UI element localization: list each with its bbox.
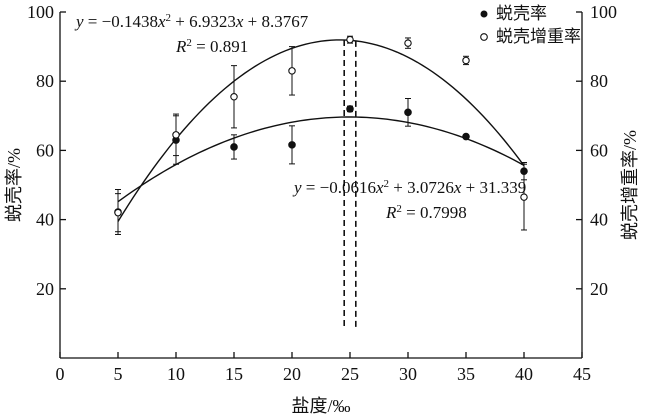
x-tick-label-1: 5 <box>114 364 123 384</box>
fit-equation-1-part-4: + 3.0726 <box>389 178 454 197</box>
fit-equation-0-part-2: x <box>157 12 166 31</box>
point-1-2 <box>230 93 238 101</box>
x-tick-label-6: 30 <box>399 364 417 384</box>
point-0-3 <box>288 141 296 149</box>
point-1-3 <box>288 67 296 75</box>
fit-r2-0-part-0: R <box>175 37 187 56</box>
tick-labels: 0 5 10 15 20 25 30 35 40 45 20 40 60 80 100 20 40 60 80 100 <box>27 2 617 384</box>
fit-r2-0-part-2: = 0.891 <box>192 37 248 56</box>
point-0-4 <box>346 105 354 113</box>
fit-equation-0-part-0: y <box>74 12 84 31</box>
fit-curves <box>117 39 525 222</box>
y-left-tick-label-0: 20 <box>36 279 54 299</box>
y-right-axis-title: 蜕壳增重率/% <box>620 130 640 240</box>
legend-label-0: 蜕壳率 <box>496 4 547 23</box>
y-left-tick-label-4: 100 <box>27 2 54 22</box>
legend-label-1: 蜕壳增重率 <box>496 27 581 46</box>
fit-equation-0-part-6: + 8.3767 <box>243 12 308 31</box>
x-tick-label-5: 25 <box>341 364 359 384</box>
y-left-axis-title: 蜕壳率/% <box>4 148 24 222</box>
fit-r2-1: R2 = 0.7998 <box>385 203 467 222</box>
legend-marker-1 <box>480 33 488 41</box>
fit-equation-0-part-4: + 6.9323 <box>171 12 236 31</box>
x-tick-label-8: 40 <box>515 364 533 384</box>
fit-equation-0-part-5: x <box>235 12 244 31</box>
y-right-tick-label-1: 40 <box>590 210 608 230</box>
fit-equation-1-part-0: y <box>292 178 302 197</box>
point-0-7 <box>520 167 528 175</box>
fit-equation-1-part-2: x <box>375 178 384 197</box>
point-1-4 <box>346 35 354 44</box>
fit-equation-0-part-1: = −0.1438 <box>84 12 158 31</box>
fit-equation-1-part-3: 2 <box>384 178 390 190</box>
point-0-6 <box>462 132 470 141</box>
x-tick-label-0: 0 <box>56 364 65 384</box>
x-tick-label-3: 15 <box>225 364 243 384</box>
data-points <box>114 35 528 217</box>
y-right-tick-label-3: 80 <box>590 71 608 91</box>
x-tick-label-2: 10 <box>167 364 185 384</box>
axes <box>59 11 583 359</box>
x-tick-label-4: 20 <box>283 364 301 384</box>
fit-equation-1-part-6: + 31.339 <box>461 178 526 197</box>
fit-r2-1-part-1: 2 <box>396 203 402 215</box>
fit-equation-0-part-3: 2 <box>166 12 172 24</box>
fit-r2-0: R2 = 0.891 <box>175 37 248 56</box>
y-right-tick-label-2: 60 <box>590 140 608 160</box>
legend-marker-0 <box>480 10 488 18</box>
fit-curve-0 <box>117 39 525 222</box>
point-0-2 <box>230 143 238 151</box>
fit-equation-0: y = −0.1438x2 + 6.9323x + 8.3767 <box>74 12 309 31</box>
fit-r2-0-part-1: 2 <box>186 37 192 49</box>
fit-equation-1-part-5: x <box>453 178 462 197</box>
x-tick-label-7: 35 <box>457 364 475 384</box>
reference-lines <box>343 40 357 327</box>
x-axis-title: 盐度/‰ <box>291 396 350 416</box>
point-1-0 <box>114 208 122 217</box>
fit-r2-1-part-0: R <box>385 203 397 222</box>
y-right-tick-label-0: 20 <box>590 279 608 299</box>
point-1-7 <box>520 193 528 201</box>
y-right-tick-label-4: 100 <box>590 2 617 22</box>
y-left-tick-label-3: 80 <box>36 71 54 91</box>
fit-r2-1-part-2: = 0.7998 <box>402 203 467 222</box>
y-left-tick-label-2: 60 <box>36 140 54 160</box>
x-tick-label-9: 45 <box>573 364 591 384</box>
fit-equation-1-part-1: = −0.0616 <box>302 178 376 197</box>
point-1-5 <box>404 39 412 47</box>
y-left-tick-label-1: 40 <box>36 210 54 230</box>
point-1-1 <box>172 131 180 139</box>
axis-titles: 盐度/‰ 蜕壳率/% 蜕壳增重率/% <box>4 130 640 416</box>
fit-curve-1 <box>117 116 525 203</box>
fit-equation-1: y = −0.0616x2 + 3.0726x + 31.339 <box>292 178 526 197</box>
point-1-6 <box>462 56 470 65</box>
point-0-5 <box>404 108 412 117</box>
